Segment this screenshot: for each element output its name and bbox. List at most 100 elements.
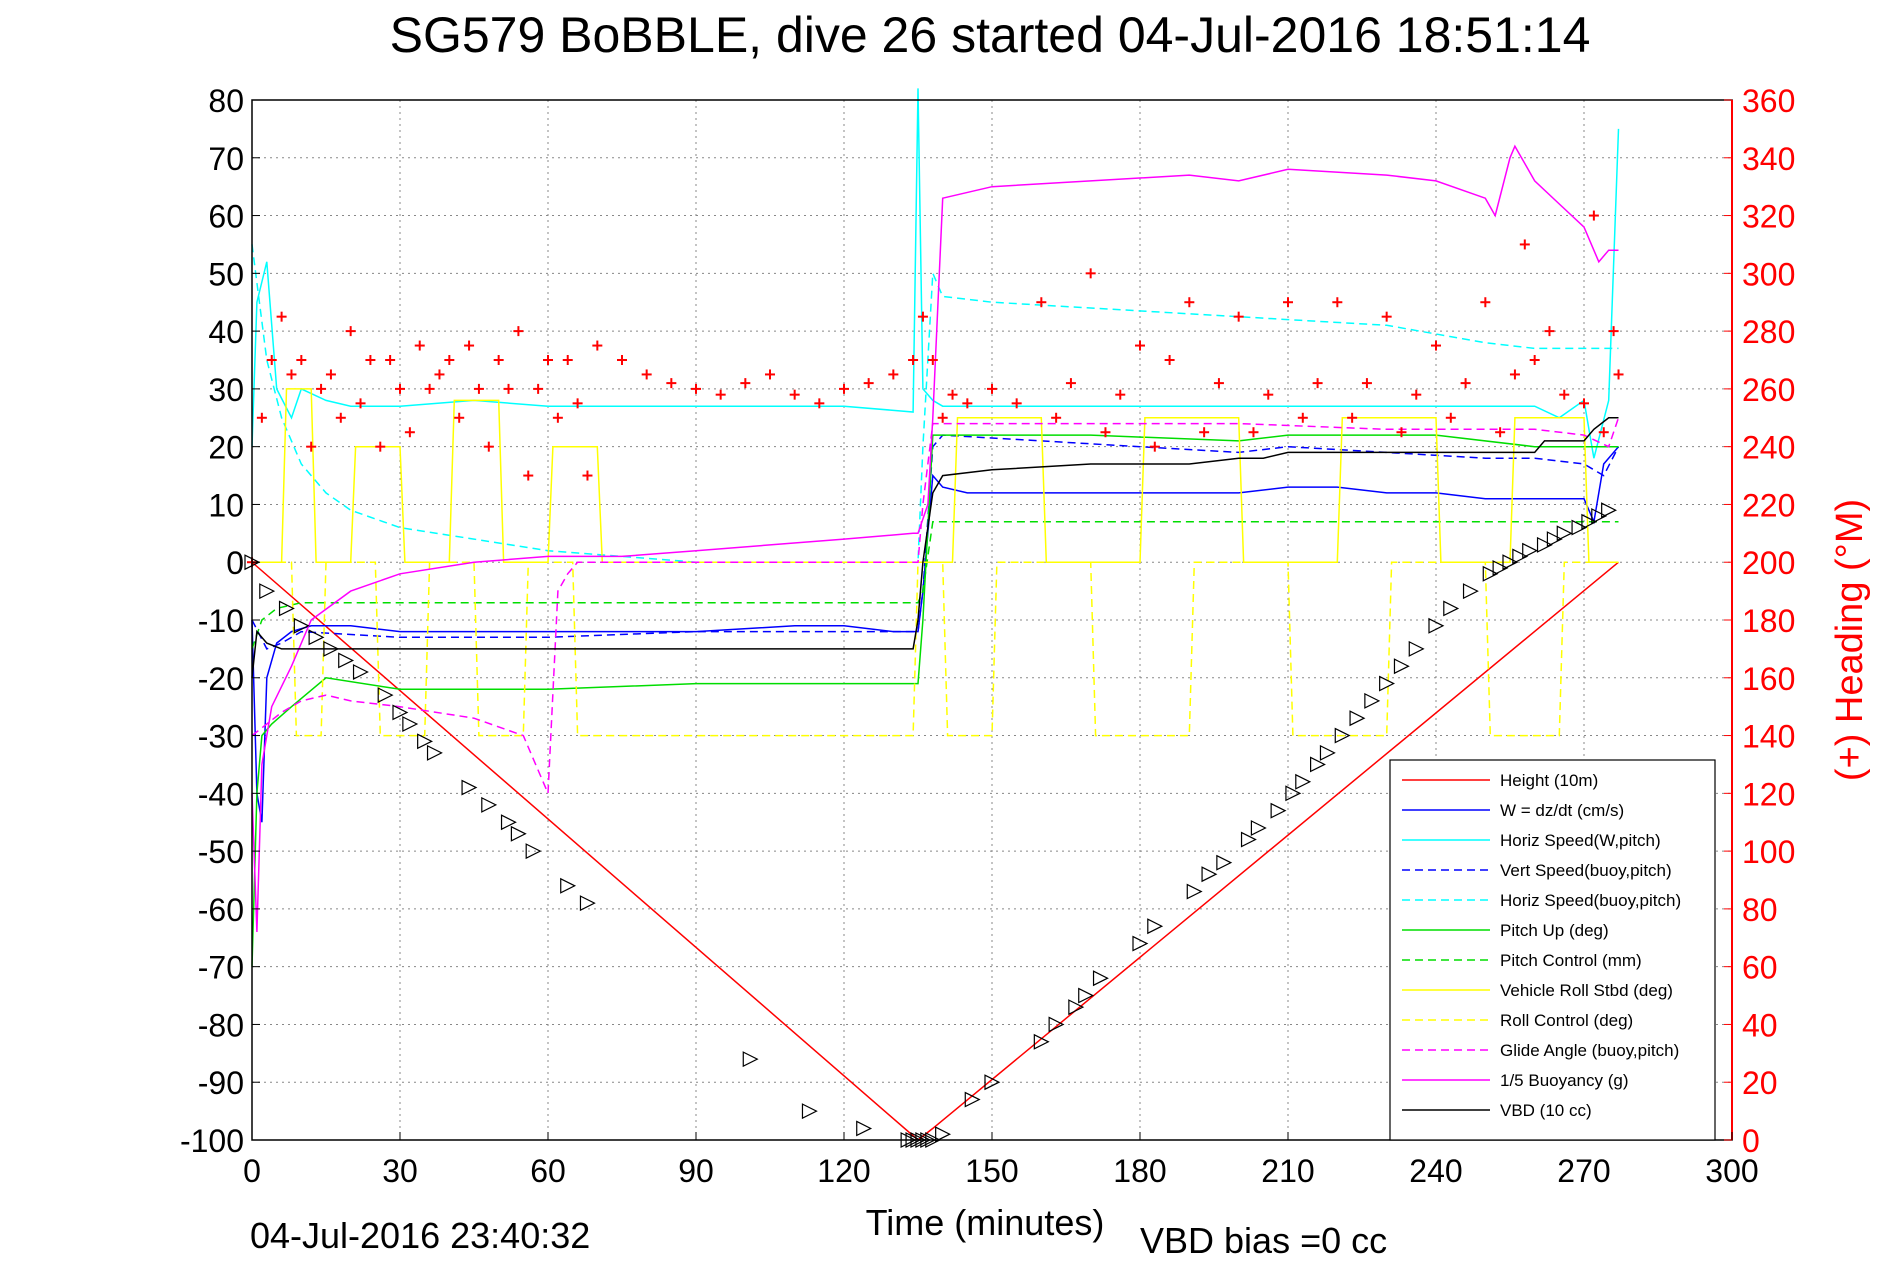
left-tick-label: -70 — [198, 950, 244, 986]
heading-marker — [1312, 378, 1323, 389]
heading-marker — [1051, 412, 1062, 423]
depth-marker — [1068, 999, 1085, 1016]
series-line-6 — [251, 521, 1619, 650]
series-line-11 — [251, 417, 1619, 678]
depth-marker — [1601, 502, 1618, 519]
right-tick-label: 200 — [1742, 545, 1795, 581]
left-tick-labels: 80 70 60 50 40 30 20 10 0 -10 -20 -30 -40 -50 -60 -70 -8… — [180, 83, 244, 1159]
right-tick-label: 100 — [1742, 834, 1795, 870]
heading-marker — [1149, 441, 1160, 452]
heading-marker — [1199, 427, 1210, 438]
heading-marker — [256, 412, 267, 423]
left-tick-label: 10 — [208, 487, 244, 523]
series-line-9 — [251, 417, 1620, 794]
heading-marker — [1579, 398, 1589, 409]
heading-marker — [1460, 378, 1471, 389]
heading-marker — [962, 398, 973, 409]
heading-marker — [306, 441, 317, 452]
right-tick-label: 180 — [1742, 603, 1795, 639]
heading-marker — [493, 355, 504, 365]
heading-marker — [1396, 427, 1407, 438]
depth-marker — [1186, 883, 1203, 900]
legend: Height (10m) W = dz/dt (cm/s) Horiz Speed(… — [1389, 759, 1716, 1141]
left-tick-label: -80 — [198, 1007, 244, 1043]
depth-marker — [1581, 513, 1598, 530]
legend-label: Pitch Up (deg) — [1500, 921, 1609, 940]
heading-marker — [740, 378, 751, 389]
x-tick-label: 150 — [965, 1153, 1018, 1189]
depth-marker — [1092, 970, 1109, 987]
footer-timestamp: 04-Jul-2016 23:40:32 — [250, 1215, 590, 1256]
legend-label: W = dz/dt (cm/s) — [1500, 801, 1624, 820]
right-tick-label: 0 — [1742, 1123, 1760, 1159]
depth-marker — [323, 640, 340, 657]
left-tick-label: -50 — [198, 834, 244, 870]
depth-marker — [742, 1051, 759, 1068]
series-layer — [244, 88, 1624, 1148]
x-tick-label: 120 — [817, 1153, 870, 1189]
chart-title: SG579 BoBBLE, dive 26 started 04-Jul-201… — [390, 7, 1591, 63]
x-axis-label: Time (minutes) — [866, 1202, 1105, 1243]
depth-marker — [964, 1091, 981, 1108]
right-tick-label: 280 — [1742, 314, 1795, 350]
x-tick-label: 180 — [1113, 1153, 1166, 1189]
legend-label: 1/5 Buoyancy (g) — [1500, 1071, 1629, 1090]
series-line-4 — [251, 244, 1619, 563]
depth-marker — [500, 814, 517, 831]
heading-marker — [987, 383, 997, 394]
depth-marker — [560, 877, 577, 894]
depth-marker — [1492, 560, 1509, 576]
right-tick-label: 40 — [1742, 1007, 1778, 1043]
depth-marker — [1522, 542, 1539, 559]
heading-marker — [503, 383, 514, 394]
depth-marker — [481, 796, 498, 813]
series-line-2 — [251, 88, 1620, 459]
heading-marker — [1233, 311, 1244, 322]
x-tick-label: 300 — [1705, 1153, 1758, 1189]
heading-marker — [523, 470, 534, 481]
heading-marker — [543, 355, 553, 365]
heading-marker — [1213, 378, 1224, 389]
heading-marker — [345, 326, 356, 337]
depth-marker — [510, 825, 527, 842]
depth-marker — [984, 1074, 1001, 1091]
right-tick-label: 320 — [1742, 199, 1795, 235]
heading-marker — [454, 412, 465, 423]
depth-marker — [1512, 548, 1529, 565]
heading-marker — [1598, 427, 1609, 438]
depth-marker — [1270, 802, 1287, 819]
heading-marker — [691, 383, 701, 394]
depth-marker — [417, 733, 434, 750]
right-tick-label: 260 — [1742, 372, 1795, 408]
right-tick-label: 140 — [1742, 719, 1795, 755]
legend-label: Glide Angle (buoy,pitch) — [1500, 1041, 1679, 1060]
right-tick-label: 80 — [1742, 892, 1778, 928]
heading-marker — [863, 378, 874, 389]
heading-marker — [1011, 398, 1022, 409]
right-tick-label: 160 — [1742, 661, 1795, 697]
heading-marker — [1480, 297, 1491, 308]
left-tick-label: -90 — [198, 1065, 244, 1101]
heading-marker — [1065, 378, 1076, 389]
depth-marker — [1591, 508, 1608, 524]
depth-marker — [1033, 1033, 1050, 1050]
heading-marker — [483, 441, 494, 452]
left-tick-label: -30 — [198, 719, 244, 755]
x-tick-label: 0 — [243, 1153, 261, 1189]
x-tick-labels: 0 30 60 90 120 150 180 210 240 270 300 — [243, 1153, 1759, 1189]
heading-marker — [1100, 427, 1111, 438]
depth-marker — [1078, 987, 1095, 1004]
x-tick-label: 240 — [1409, 1153, 1462, 1189]
heading-marker — [1115, 389, 1126, 400]
depth-marker — [1147, 918, 1164, 935]
left-tick-label: -20 — [198, 661, 244, 697]
depth-marker — [1379, 675, 1396, 692]
depth-marker — [1393, 658, 1410, 675]
axes — [251, 99, 1733, 1141]
x-tick-label: 90 — [678, 1153, 714, 1189]
left-tick-label: -10 — [198, 603, 244, 639]
heading-marker — [1588, 210, 1599, 221]
depth-marker — [1201, 866, 1218, 883]
heading-marker — [533, 383, 544, 394]
heading-marker — [617, 355, 627, 365]
